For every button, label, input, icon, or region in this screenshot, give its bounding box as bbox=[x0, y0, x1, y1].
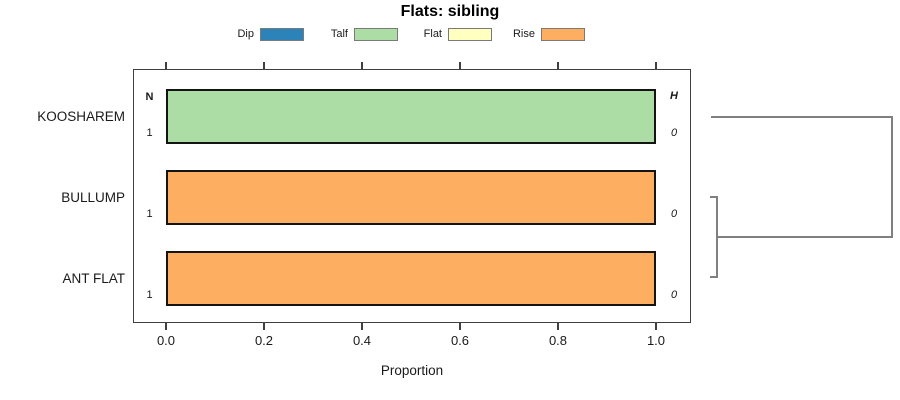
x-tick-top bbox=[361, 62, 363, 69]
dendrogram-leaf-bullump bbox=[710, 196, 718, 198]
legend-item-rise: Rise bbox=[509, 26, 585, 42]
x-tick-top bbox=[655, 62, 657, 69]
x-tick-label: 0.8 bbox=[548, 333, 568, 348]
dendrogram-join-bullump-antflat bbox=[716, 196, 718, 278]
x-tick-bottom bbox=[459, 323, 461, 330]
bar-koosharem bbox=[166, 89, 656, 144]
h-value: 0 bbox=[670, 127, 678, 139]
legend-label: Talf bbox=[330, 28, 348, 40]
n-column-header: N bbox=[145, 91, 154, 103]
x-tick-top bbox=[263, 62, 265, 69]
category-label-bullump: BULLUMP bbox=[61, 189, 125, 205]
x-tick-label: 0.6 bbox=[450, 333, 470, 348]
x-tick-bottom bbox=[263, 323, 265, 330]
h-value: 0 bbox=[670, 208, 678, 220]
n-value: 1 bbox=[146, 208, 153, 220]
legend-swatch-dip bbox=[260, 27, 304, 41]
dendrogram-branch-cluster bbox=[716, 236, 893, 238]
dendrogram-branch-koosharem bbox=[711, 116, 893, 118]
legend-swatch-rise bbox=[541, 27, 585, 41]
h-value: 0 bbox=[670, 289, 678, 301]
legend-label: Flat bbox=[423, 28, 442, 40]
h-column-header: H bbox=[670, 90, 678, 102]
x-tick-top bbox=[557, 62, 559, 69]
x-tick-bottom bbox=[165, 323, 167, 330]
bar-bullump bbox=[166, 170, 656, 225]
legend-item-flat: Flat bbox=[416, 26, 492, 42]
x-tick-label: 0.0 bbox=[156, 333, 176, 348]
dendrogram-root-join bbox=[891, 116, 893, 238]
x-tick-top bbox=[459, 62, 461, 69]
x-tick-label: 0.4 bbox=[352, 333, 372, 348]
category-label-koosharem: KOOSHAREM bbox=[37, 108, 125, 124]
legend-swatch-flat bbox=[448, 27, 492, 41]
legend-label: Rise bbox=[512, 28, 535, 40]
dendrogram-leaf-antflat bbox=[710, 276, 718, 278]
legend-swatch-talf bbox=[354, 27, 398, 41]
legend-item-dip: Dip bbox=[228, 26, 304, 42]
bar-ant-flat bbox=[166, 251, 656, 306]
x-tick-top bbox=[165, 62, 167, 69]
x-tick-bottom bbox=[557, 323, 559, 330]
x-tick-label: 0.2 bbox=[254, 333, 274, 348]
x-axis-title: Proportion bbox=[380, 363, 444, 378]
n-value: 1 bbox=[146, 127, 153, 139]
legend-label: Dip bbox=[237, 28, 254, 40]
chart-title: Flats: sibling bbox=[400, 3, 500, 20]
n-value: 1 bbox=[146, 289, 153, 301]
legend-item-talf: Talf bbox=[322, 26, 398, 42]
category-label-ant-flat: ANT FLAT bbox=[62, 270, 125, 286]
x-tick-label: 1.0 bbox=[646, 333, 666, 348]
x-tick-bottom bbox=[361, 323, 363, 330]
x-tick-bottom bbox=[655, 323, 657, 330]
